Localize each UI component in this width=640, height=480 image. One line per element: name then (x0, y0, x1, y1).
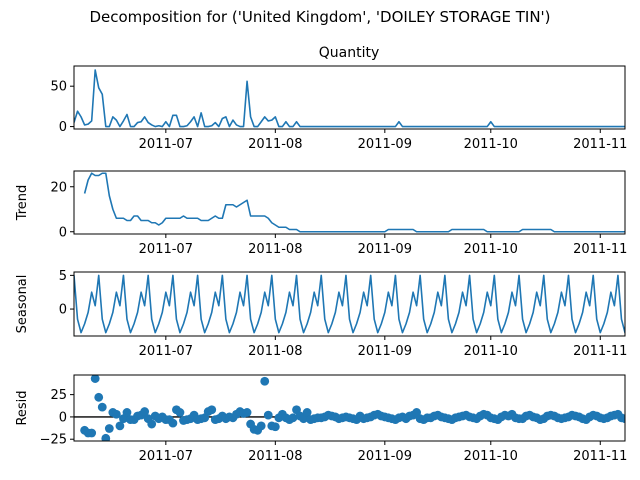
y-tick-label: 0 (59, 225, 67, 240)
y-tick-label: 0 (59, 303, 67, 318)
x-tick-label: 2011-07 (139, 344, 193, 359)
y-tick-label: 0 (59, 410, 67, 425)
seasonal-series-line (74, 274, 625, 334)
quantity-panel: 2011-07 2011-08 2011-09 2011-10 2011-11 0 50 (50, 65, 627, 152)
figure-suptitle: Decomposition for ('United Kingdom', 'DO… (89, 8, 550, 26)
x-tick-label: 2011-11 (573, 137, 627, 152)
resid-point (87, 428, 97, 438)
trend-series-line (83, 172, 625, 233)
resid-point (97, 402, 107, 412)
resid-point (635, 413, 640, 422)
resid-axes-frame (73, 374, 626, 442)
resid-point (256, 421, 266, 431)
x-tick-label: 2011-10 (464, 449, 518, 464)
resid-point (260, 376, 270, 386)
x-tick-label: 2011-11 (573, 344, 627, 359)
x-tick-label: 2011-11 (573, 242, 627, 257)
y-tick-label: 20 (50, 180, 67, 195)
trend-axes-frame (73, 170, 626, 235)
resid-point (263, 410, 273, 420)
seasonal-panel: 2011-07 2011-08 2011-09 2011-10 2011-11 0 5 Sea… (15, 269, 627, 359)
y-tick-label: 50 (50, 80, 67, 95)
x-tick-label: 2011-10 (464, 242, 518, 257)
x-tick-label: 2011-07 (139, 137, 193, 152)
resid-panel: 2011-07 2011-08 2011-09 2011-10 2011-11 −25 0 2… (15, 374, 640, 464)
y-tick-label: 25 (50, 388, 67, 403)
resid-point (94, 392, 104, 402)
trend-plot-area (83, 172, 625, 233)
y-tick-label: 0 (59, 120, 67, 135)
resid-point (288, 413, 298, 423)
resid-point (140, 407, 150, 416)
seasonal-plot-area (74, 274, 625, 334)
seasonal-axes-frame (73, 271, 626, 337)
trend-ylabel: Trend (15, 185, 30, 222)
x-tick-label: 2011-09 (358, 344, 412, 359)
resid-point (628, 412, 637, 421)
resid-point (631, 411, 640, 420)
quantity-plot-area (74, 69, 625, 128)
seasonal-ylabel: Seasonal (15, 275, 30, 334)
resid-point (147, 419, 157, 429)
resid-point (242, 408, 252, 417)
quantity-axes-frame (73, 65, 626, 130)
x-tick-label: 2011-10 (464, 137, 518, 152)
quantity-panel-title: Quantity (319, 45, 380, 61)
resid-point (175, 408, 185, 417)
resid-plot-area (74, 375, 640, 441)
x-tick-label: 2011-09 (358, 449, 412, 464)
resid-point (104, 424, 114, 433)
quantity-series-line (74, 69, 625, 128)
resid-point (115, 421, 125, 431)
resid-point (302, 408, 312, 417)
resid-point (122, 408, 132, 417)
x-tick-label: 2011-08 (248, 137, 302, 152)
resid-point (90, 375, 100, 383)
resid-point (101, 433, 111, 441)
resid-ylabel: Resid (15, 390, 30, 425)
x-tick-label: 2011-08 (248, 449, 302, 464)
x-tick-label: 2011-08 (248, 242, 302, 257)
x-tick-label: 2011-07 (139, 449, 193, 464)
x-tick-label: 2011-08 (248, 344, 302, 359)
resid-point (620, 414, 625, 424)
x-tick-label: 2011-11 (573, 449, 627, 464)
panels-group: 2011-07 2011-08 2011-09 2011-10 2011-1105020… (15, 65, 640, 464)
x-tick-label: 2011-09 (358, 242, 412, 257)
y-tick-label: −25 (40, 433, 67, 448)
x-tick-label: 2011-10 (464, 344, 518, 359)
x-tick-label: 2011-09 (358, 137, 412, 152)
trend-panel: 2011-07 2011-08 2011-09 2011-10 2011-11 0 20 Tr… (15, 170, 627, 257)
resid-point (270, 422, 280, 432)
y-tick-label: 5 (59, 269, 67, 284)
resid-point (168, 418, 178, 428)
resid-point (207, 405, 217, 415)
resid-point (111, 409, 121, 419)
x-tick-label: 2011-07 (139, 242, 193, 257)
